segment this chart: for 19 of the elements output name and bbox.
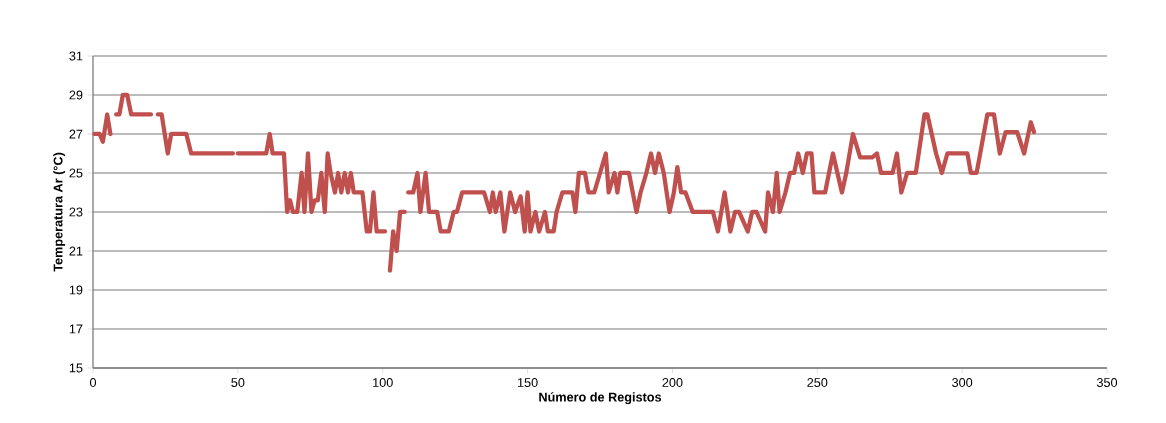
- y-axis-title: Temperatura Ar (°C): [53, 152, 66, 272]
- y-tick-label: 23: [69, 207, 83, 217]
- y-tick-label: 31: [69, 51, 83, 61]
- x-tick-label: 300: [952, 378, 973, 387]
- x-tick-label: 350: [1096, 378, 1118, 387]
- y-tick-label: 21: [69, 246, 83, 256]
- y-tick-label: 27: [69, 129, 83, 139]
- x-tick-label: 150: [517, 378, 538, 387]
- x-tick-label: 0: [89, 378, 97, 387]
- y-tick-label: 25: [69, 168, 83, 178]
- x-tick-label: 250: [807, 378, 828, 387]
- y-tick-label: 15: [69, 363, 83, 373]
- y-tick-label: 17: [69, 324, 83, 334]
- y-tick-label: 19: [69, 285, 83, 295]
- x-tick-label: 200: [662, 378, 683, 387]
- x-tick-label: 100: [373, 378, 393, 387]
- x-axis-title: Número de Registos: [539, 392, 662, 405]
- y-tick-label: 29: [69, 90, 83, 100]
- x-tick-label: 50: [231, 378, 245, 387]
